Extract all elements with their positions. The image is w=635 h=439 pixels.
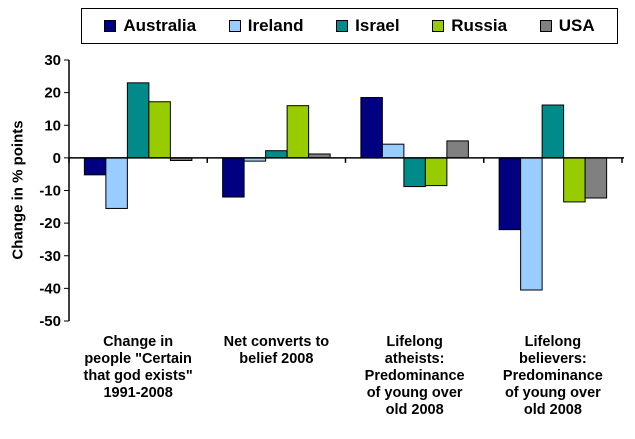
legend-label: Israel [355,16,400,35]
legend-label: Australia [123,16,197,35]
y-tick-label: 0 [53,150,61,167]
category-label: Net converts to belief 2008 [223,334,330,367]
bar-ireland [105,157,128,209]
legend-swatch [104,20,117,32]
legend-item-ireland: Ireland [228,16,304,36]
bars-group [83,82,608,291]
axes-group [68,60,624,321]
legend-item-australia: Australia [104,16,196,36]
bar-usa [584,157,608,199]
bar-russia [286,105,310,159]
bar-usa [446,140,469,159]
legend-item-usa: USA [539,16,595,36]
y-axis-label: Change in % points [9,120,27,260]
bar-australia [222,157,245,198]
legend-label: Russia [451,16,508,35]
legend-item-israel: Israel [336,16,400,36]
legend-item-russia: Russia [432,16,507,36]
bar-australia [83,157,107,176]
bar-russia [563,157,586,203]
y-tick-label: -40 [39,280,61,297]
bar-australia [498,157,522,231]
bar-ireland [520,157,543,291]
category-label: Lifelong believers: Predominance of youn… [502,334,603,418]
bar-russia [424,157,448,187]
y-tick-label: 20 [44,85,61,102]
legend-label: Ireland [247,16,304,35]
y-tick-label: -10 [39,183,61,200]
bar-israel [541,104,565,159]
y-tick-label: -20 [39,215,61,232]
bar-israel [126,82,150,159]
y-tick-label: 10 [44,117,61,134]
y-axis-ticks: 30 20 10 0 -10 -20 -30 -40 -50 [39,52,69,330]
bar-ireland [381,143,405,159]
y-tick-label: 30 [44,52,61,69]
category-label: Lifelong atheists: Predominance of young… [364,334,465,418]
bar-israel [403,157,426,188]
bar-australia [360,97,383,159]
legend-swatch [228,20,241,32]
legend: Australia Ireland Israel Russia USA [81,8,618,44]
legend-label: USA [558,16,595,35]
category-label: Change in people "Certain that god exist… [83,334,193,401]
y-tick-label: -50 [39,313,61,330]
legend-swatch [432,20,445,32]
legend-swatch [336,20,349,32]
legend-swatch [539,20,552,32]
bar-russia [148,101,171,159]
y-tick-label: -30 [39,248,61,265]
bar-israel [265,150,288,159]
